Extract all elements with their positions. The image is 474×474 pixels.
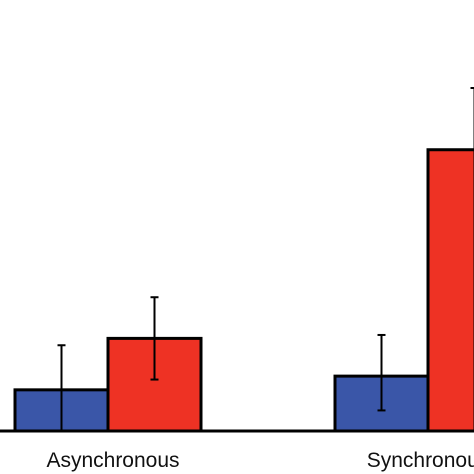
error-bar-synchronous-series-1 [377,333,386,412]
bar-synchronous-series-2 [426,148,474,433]
bars-group [13,148,474,433]
error-bars-group [57,87,474,432]
error-bar-asynchronous-series-2 [150,296,159,381]
category-label-asynchronous: Asynchronous [46,449,179,472]
category-label-synchronous: Synchronous [367,449,474,472]
